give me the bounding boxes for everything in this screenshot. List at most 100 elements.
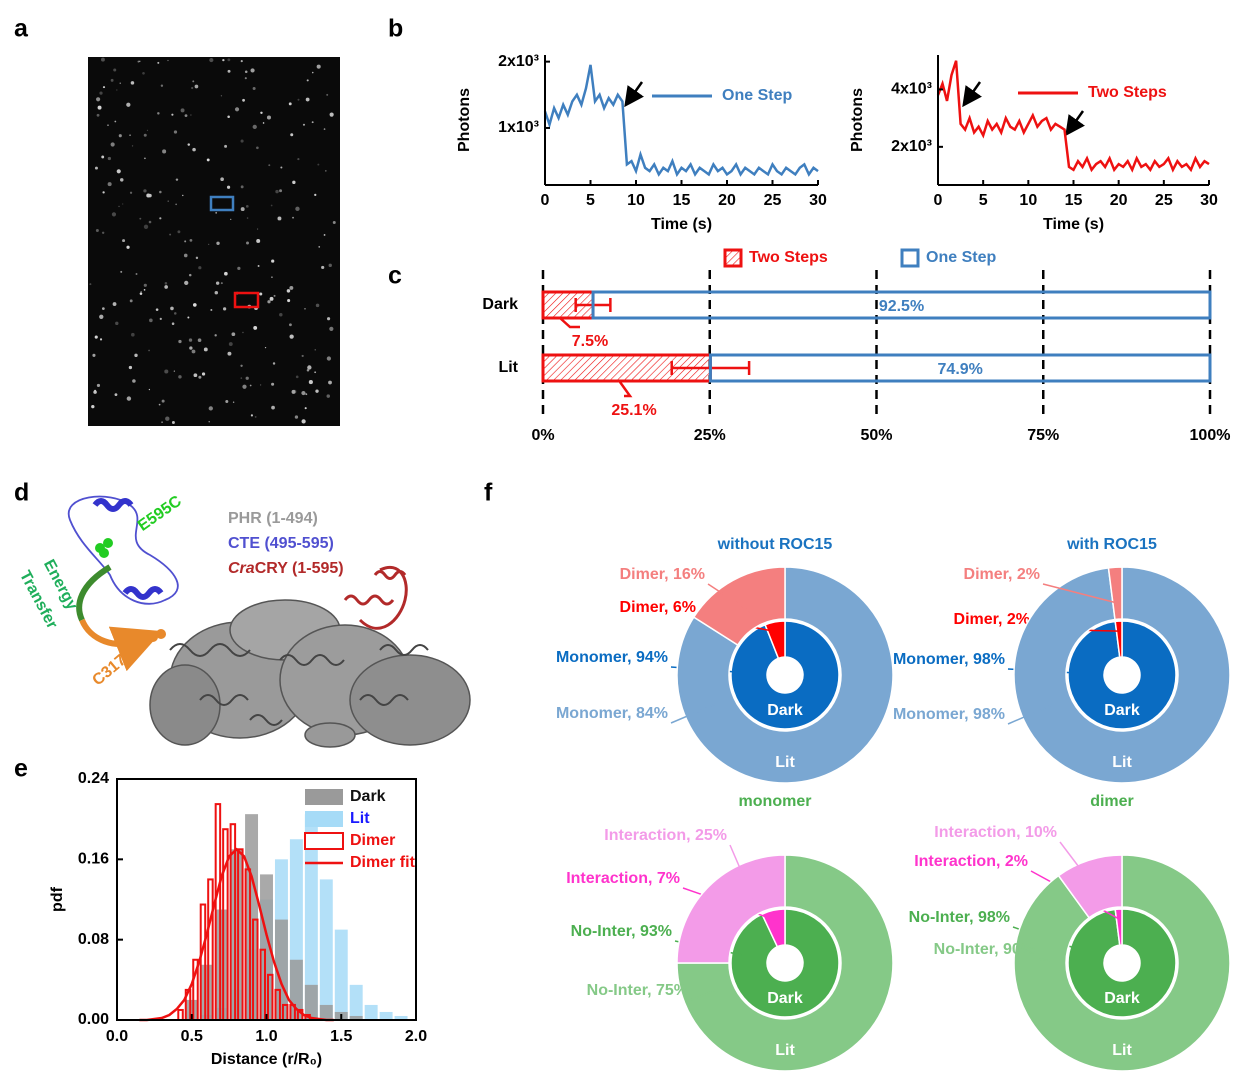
x-tick-label: 0%: [531, 427, 554, 444]
speckle: [325, 170, 326, 171]
speckle: [253, 326, 257, 330]
histogram-bar: [230, 849, 243, 1020]
speckle: [256, 239, 260, 243]
speckle: [328, 381, 332, 385]
value-label: 25.1%: [611, 402, 656, 419]
speckle: [122, 239, 125, 242]
structure-label: C317: [89, 652, 129, 690]
speckle: [191, 87, 193, 89]
speckle: [142, 72, 145, 75]
ring-label: Lit: [775, 1042, 795, 1059]
x-tick-label: 0: [934, 192, 943, 209]
slice-label: No-Inter, 75%: [587, 982, 688, 999]
speckle: [245, 71, 248, 74]
speckle: [327, 317, 330, 320]
speckle: [107, 124, 108, 125]
speckle: [251, 414, 253, 416]
speckle: [280, 167, 282, 169]
label-leader: [620, 382, 630, 396]
speckle: [95, 167, 98, 170]
energy-arrow: [82, 620, 140, 644]
speckle: [126, 103, 130, 107]
speckle: [258, 265, 260, 267]
speckle: [162, 400, 165, 403]
y-tick-label: 0.16: [78, 851, 109, 868]
speckle: [222, 59, 224, 61]
speckle: [315, 349, 316, 350]
speckle: [329, 264, 332, 267]
slice-label: No-Inter, 90%: [934, 941, 1035, 958]
x-tick-label: 50%: [860, 427, 892, 444]
speckle: [138, 61, 140, 63]
speckle: [198, 266, 201, 269]
speckle: [247, 217, 249, 219]
speckle: [314, 371, 316, 373]
speckle: [240, 365, 242, 367]
donut-title: monomer: [739, 793, 812, 810]
x-tick-label: 0: [541, 192, 550, 209]
structure-label: CraCRY (1-595): [228, 560, 344, 577]
ring-label: Lit: [1112, 1042, 1132, 1059]
speckle: [216, 242, 219, 245]
x-tick-label: 2.0: [405, 1028, 427, 1045]
slice-label: Monomer, 98%: [893, 706, 1005, 723]
y-tick-label: 2x10³: [498, 53, 539, 70]
speckle: [210, 309, 212, 311]
speckle: [309, 380, 313, 384]
speckle: [188, 143, 190, 145]
speckle: [174, 312, 177, 315]
x-tick-label: 100%: [1190, 427, 1231, 444]
speckle: [113, 68, 116, 71]
histogram-bar: [290, 960, 303, 1020]
speckle: [139, 61, 140, 62]
speckle: [304, 308, 306, 310]
speckle: [324, 234, 326, 236]
speckle: [111, 79, 114, 82]
speckle: [198, 338, 202, 342]
speckle: [94, 390, 96, 392]
speckle: [273, 362, 275, 364]
speckle: [147, 130, 148, 131]
x-tick-label: 25: [764, 192, 782, 209]
slice-label: Monomer, 94%: [556, 649, 668, 666]
speckle: [167, 60, 168, 61]
x-tick-label: 1.0: [255, 1028, 277, 1045]
speckle: [144, 158, 146, 160]
speckle: [189, 346, 192, 349]
donut-hole: [768, 946, 802, 980]
speckle: [130, 192, 132, 194]
donut-hole: [1105, 658, 1139, 692]
speckle: [165, 417, 169, 421]
speckle: [156, 308, 159, 311]
speckle: [317, 65, 321, 69]
legend-label: Two Steps: [1088, 84, 1167, 101]
speckle: [177, 230, 180, 233]
speckle: [99, 315, 103, 319]
speckle: [208, 421, 209, 422]
speckle: [298, 99, 300, 101]
y-axis-label: Photons: [456, 88, 473, 152]
slice-label: Dimer, 16%: [620, 566, 705, 583]
y-axis-label: Photons: [849, 88, 866, 152]
speckle: [195, 85, 199, 89]
speckle: [108, 182, 112, 186]
speckle: [161, 421, 162, 422]
structure-label: CTE (495-595): [228, 535, 334, 552]
speckle: [184, 240, 186, 242]
speckle: [207, 158, 210, 161]
speckle: [326, 94, 328, 96]
speckle: [97, 114, 100, 117]
category-label: Dark: [482, 296, 518, 313]
speckle: [192, 148, 196, 152]
x-tick-label: 75%: [1027, 427, 1059, 444]
speckle: [235, 107, 239, 111]
speckle: [270, 297, 274, 301]
data-line: [938, 61, 1209, 170]
speckle: [189, 274, 192, 277]
value-label: 7.5%: [572, 333, 608, 350]
x-tick-label: 5: [586, 192, 595, 209]
speckle: [215, 212, 217, 214]
speckle: [279, 189, 282, 192]
speckle: [292, 181, 295, 184]
speckle: [131, 333, 135, 337]
